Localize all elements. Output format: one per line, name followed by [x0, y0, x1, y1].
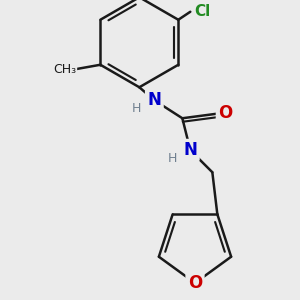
Text: Cl: Cl — [194, 4, 210, 19]
Text: O: O — [188, 274, 202, 292]
Text: O: O — [218, 104, 232, 122]
Text: N: N — [147, 91, 161, 109]
Text: CH₃: CH₃ — [53, 63, 76, 76]
Text: H: H — [168, 152, 177, 165]
Text: N: N — [183, 141, 197, 159]
Text: H: H — [132, 102, 141, 115]
